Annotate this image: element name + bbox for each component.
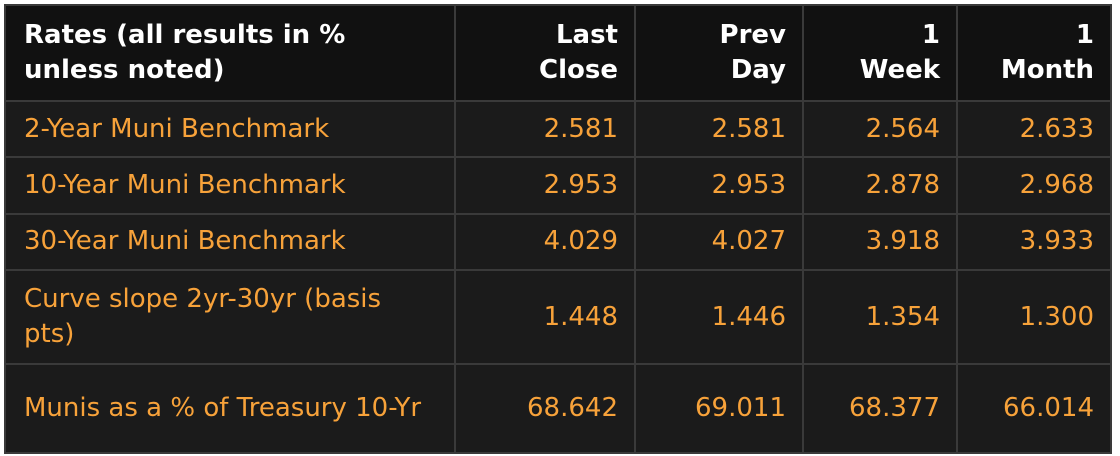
value-cell: 1.300 xyxy=(958,270,1110,364)
header-text: 1 Month xyxy=(1000,20,1095,85)
value-cell: 2.564 xyxy=(804,102,956,157)
row-label: Munis as a % of Treasury 10-Yr xyxy=(6,365,454,452)
row-label: 10-Year Muni Benchmark xyxy=(6,158,454,213)
table-row: 10-Year Muni Benchmark 2.953 2.953 2.878 2.9… xyxy=(6,158,1110,213)
value-cell: 2.633 xyxy=(958,102,1110,157)
value-cell: 4.027 xyxy=(636,214,802,269)
row-label: Curve slope 2yr-30yr (basis pts) xyxy=(6,270,454,364)
header-text: Prev Day xyxy=(719,20,786,85)
table-row: Munis as a % of Treasury 10-Yr 68.642 69.0… xyxy=(6,365,1110,452)
header-text: Last Close xyxy=(539,20,618,85)
header-text: Rates (all results in % unless noted) xyxy=(24,20,346,85)
value-cell: 2.953 xyxy=(456,158,634,213)
value-cell: 2.878 xyxy=(804,158,956,213)
header-row: Rates (all results in % unless noted) Las… xyxy=(6,6,1110,100)
value-cell: 68.642 xyxy=(456,365,634,452)
header-cell: 1 Week xyxy=(804,6,956,100)
value-cell: 1.446 xyxy=(636,270,802,364)
table-row: 30-Year Muni Benchmark 4.029 4.027 3.918 3.9… xyxy=(6,214,1110,269)
value-cell: 3.918 xyxy=(804,214,956,269)
row-label: 30-Year Muni Benchmark xyxy=(6,214,454,269)
value-cell: 2.953 xyxy=(636,158,802,213)
header-cell: Rates (all results in % unless noted) xyxy=(6,6,454,100)
value-cell: 66.014 xyxy=(958,365,1110,452)
value-cell: 1.354 xyxy=(804,270,956,364)
value-cell: 1.448 xyxy=(456,270,634,364)
row-label: 2-Year Muni Benchmark xyxy=(6,102,454,157)
table-row: Curve slope 2yr-30yr (basis pts) 1.448 1.4… xyxy=(6,270,1110,364)
table-body: 2-Year Muni Benchmark 2.581 2.581 2.564 2.63… xyxy=(6,102,1110,452)
value-cell: 69.011 xyxy=(636,365,802,452)
rates-table: Rates (all results in % unless noted) Las… xyxy=(4,4,1112,454)
value-cell: 2.581 xyxy=(456,102,634,157)
header-text: 1 Week xyxy=(859,20,941,85)
value-cell: 3.933 xyxy=(958,214,1110,269)
value-cell: 2.968 xyxy=(958,158,1110,213)
header-cell: Last Close xyxy=(456,6,634,100)
table-row: 2-Year Muni Benchmark 2.581 2.581 2.564 2.63… xyxy=(6,102,1110,157)
value-cell: 2.581 xyxy=(636,102,802,157)
value-cell: 4.029 xyxy=(456,214,634,269)
header-cell: 1 Month xyxy=(958,6,1110,100)
value-cell: 68.377 xyxy=(804,365,956,452)
header-cell: Prev Day xyxy=(636,6,802,100)
